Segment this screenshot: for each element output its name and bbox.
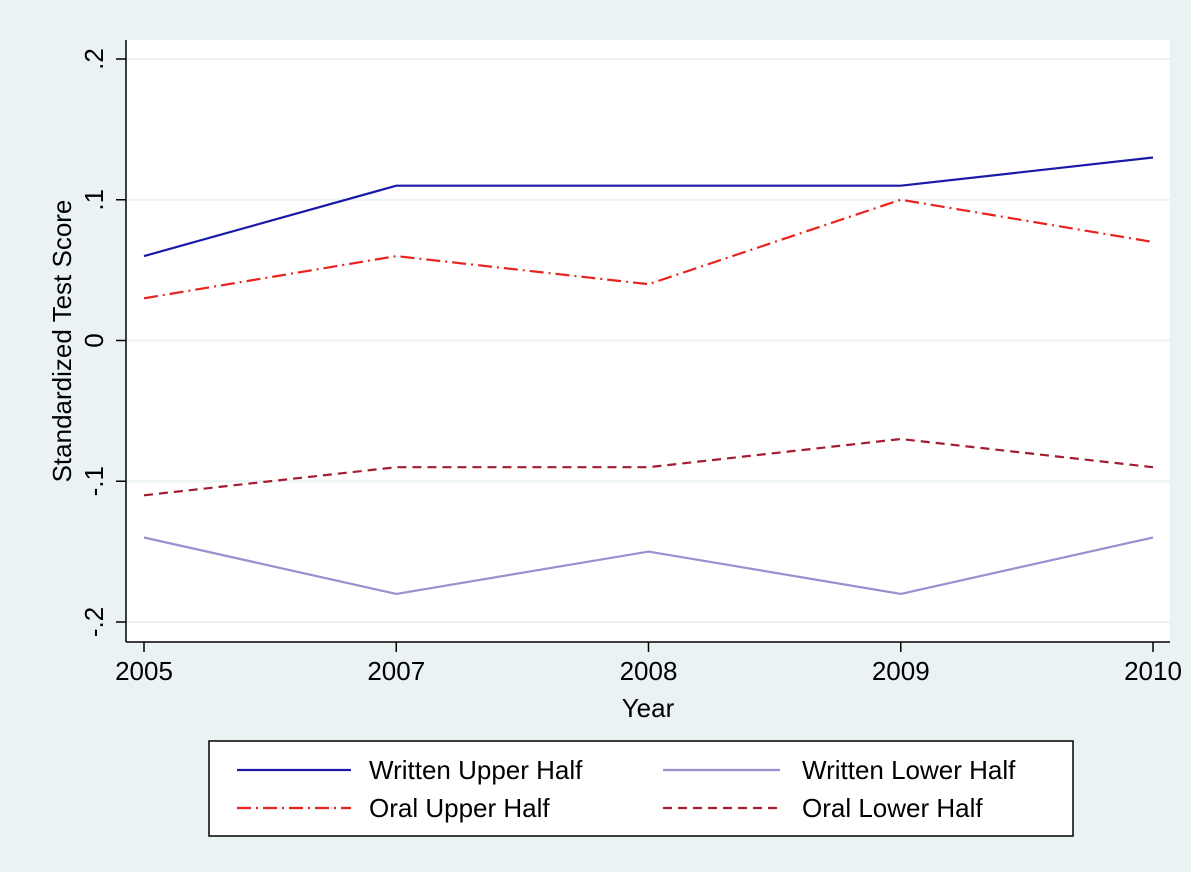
x-axis-label: Year [622,693,675,723]
x-tick-label: 2008 [620,656,678,686]
y-axis-label: Standardized Test Score [47,200,77,483]
x-tick-label: 2007 [367,656,425,686]
x-tick-label: 2005 [115,656,173,686]
y-tick-label: -.1 [79,466,109,496]
y-tick-label: -.2 [79,607,109,637]
x-tick-label: 2010 [1124,656,1182,686]
series-line-oral-lower-half [143,437,1154,497]
legend-label-written-upper-half: Written Upper Half [369,755,583,785]
y-tick-label: .1 [79,189,109,211]
legend-label-oral-upper-half: Oral Upper Half [369,793,550,823]
series-line-oral-upper-half [143,198,1154,300]
x-tick-label: 2009 [872,656,930,686]
legend-box [208,740,1074,837]
y-tick-label: .2 [79,48,109,70]
series-line-written-upper-half [143,156,1154,258]
legend-label-oral-lower-half: Oral Lower Half [802,793,983,823]
grid-lines [126,58,1170,623]
legend: Written Upper Half Written Lower Half Oral… [208,740,1074,837]
series-line-written-lower-half [143,536,1154,596]
legend-label-written-lower-half: Written Lower Half [802,755,1016,785]
y-tick-label: 0 [79,333,109,347]
series-lines [143,156,1154,596]
